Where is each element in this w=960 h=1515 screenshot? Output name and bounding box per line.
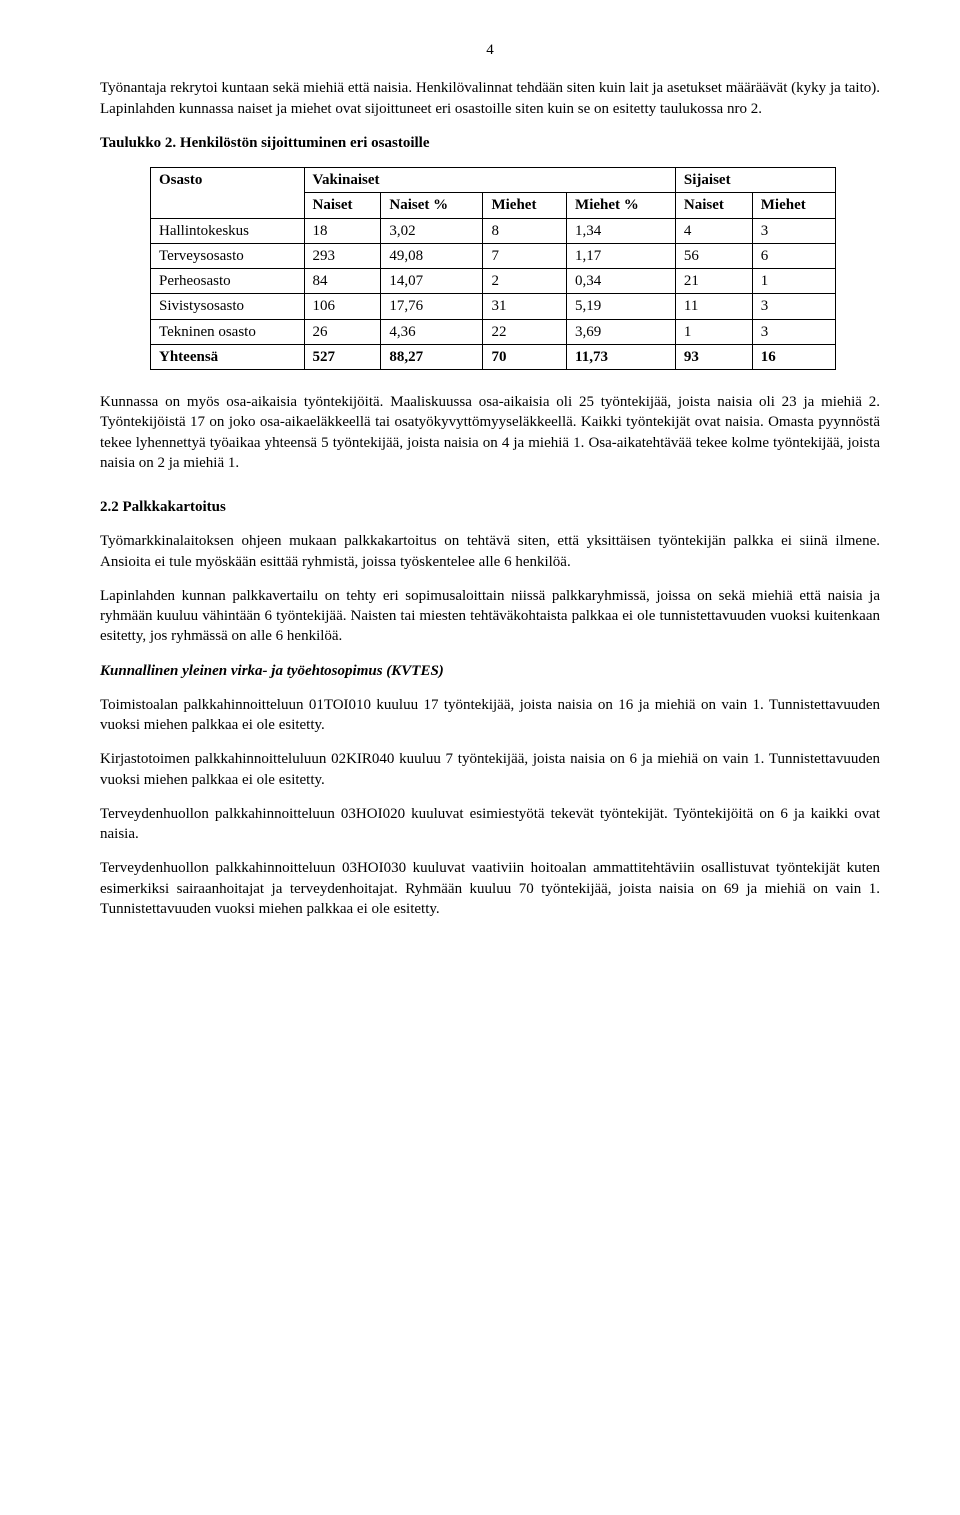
cell: 70 xyxy=(483,344,567,369)
cell: 4 xyxy=(675,218,752,243)
paragraph-kvtes-2: Kirjastotoimen palkkahinnoitteluluun 02K… xyxy=(100,749,880,790)
cell: 7 xyxy=(483,243,567,268)
th-vakinaiset: Vakinaiset xyxy=(304,168,675,193)
row-label: Tekninen osasto xyxy=(151,319,305,344)
table-caption: Taulukko 2. Henkilöstön sijoittuminen er… xyxy=(100,133,880,153)
paragraph-intro: Työnantaja rekrytoi kuntaan sekä miehiä … xyxy=(100,78,880,119)
table-header-row-1: Osasto Vakinaiset Sijaiset xyxy=(151,168,836,193)
paragraph-parttime: Kunnassa on myös osa-aikaisia työntekijö… xyxy=(100,392,880,473)
cell: 88,27 xyxy=(381,344,483,369)
table-row: Hallintokeskus 18 3,02 8 1,34 4 3 xyxy=(151,218,836,243)
table-row: Sivistysosasto 106 17,76 31 5,19 11 3 xyxy=(151,294,836,319)
cell: 4,36 xyxy=(381,319,483,344)
table-total-row: Yhteensä 527 88,27 70 11,73 93 16 xyxy=(151,344,836,369)
cell: 21 xyxy=(675,269,752,294)
cell: 8 xyxy=(483,218,567,243)
cell: 26 xyxy=(304,319,381,344)
paragraph-kvtes-1: Toimistoalan palkkahinnoitteluun 01TOI01… xyxy=(100,695,880,736)
th-osasto: Osasto xyxy=(151,168,305,219)
th-naiset-pct: Naiset % xyxy=(381,193,483,218)
paragraph-kvtes-3: Terveydenhuollon palkkahinnoitteluun 03H… xyxy=(100,804,880,845)
cell: 56 xyxy=(675,243,752,268)
cell: 106 xyxy=(304,294,381,319)
th-sijaiset: Sijaiset xyxy=(675,168,835,193)
page-number: 4 xyxy=(100,40,880,60)
paragraph-palkkakartoitus-2: Lapinlahden kunnan palkkavertailu on teh… xyxy=(100,586,880,647)
th-miehet-pct: Miehet % xyxy=(567,193,676,218)
row-label: Hallintokeskus xyxy=(151,218,305,243)
total-label: Yhteensä xyxy=(151,344,305,369)
cell: 1 xyxy=(675,319,752,344)
heading-kvtes: Kunnallinen yleinen virka- ja työehtosop… xyxy=(100,661,880,681)
cell: 3,69 xyxy=(567,319,676,344)
cell: 14,07 xyxy=(381,269,483,294)
cell: 3 xyxy=(752,294,836,319)
table-row: Tekninen osasto 26 4,36 22 3,69 1 3 xyxy=(151,319,836,344)
cell: 3 xyxy=(752,319,836,344)
paragraph-kvtes-4: Terveydenhuollon palkkahinnoitteluun 03H… xyxy=(100,858,880,919)
th-miehet-2: Miehet xyxy=(752,193,836,218)
cell: 1 xyxy=(752,269,836,294)
cell: 22 xyxy=(483,319,567,344)
cell: 5,19 xyxy=(567,294,676,319)
cell: 16 xyxy=(752,344,836,369)
cell: 93 xyxy=(675,344,752,369)
cell: 11 xyxy=(675,294,752,319)
cell: 293 xyxy=(304,243,381,268)
heading-2-2: 2.2 Palkkakartoitus xyxy=(100,497,880,517)
cell: 3 xyxy=(752,218,836,243)
cell: 84 xyxy=(304,269,381,294)
cell: 17,76 xyxy=(381,294,483,319)
cell: 49,08 xyxy=(381,243,483,268)
th-miehet-1: Miehet xyxy=(483,193,567,218)
th-naiset-2: Naiset xyxy=(675,193,752,218)
cell: 527 xyxy=(304,344,381,369)
personnel-table: Osasto Vakinaiset Sijaiset Naiset Naiset… xyxy=(150,167,836,370)
cell: 3,02 xyxy=(381,218,483,243)
cell: 1,34 xyxy=(567,218,676,243)
row-label: Perheosasto xyxy=(151,269,305,294)
cell: 0,34 xyxy=(567,269,676,294)
table-row: Perheosasto 84 14,07 2 0,34 21 1 xyxy=(151,269,836,294)
th-naiset-1: Naiset xyxy=(304,193,381,218)
row-label: Terveysosasto xyxy=(151,243,305,268)
cell: 2 xyxy=(483,269,567,294)
paragraph-palkkakartoitus-1: Työmarkkinalaitoksen ohjeen mukaan palkk… xyxy=(100,531,880,572)
row-label: Sivistysosasto xyxy=(151,294,305,319)
cell: 18 xyxy=(304,218,381,243)
cell: 1,17 xyxy=(567,243,676,268)
table-row: Terveysosasto 293 49,08 7 1,17 56 6 xyxy=(151,243,836,268)
cell: 6 xyxy=(752,243,836,268)
cell: 11,73 xyxy=(567,344,676,369)
cell: 31 xyxy=(483,294,567,319)
